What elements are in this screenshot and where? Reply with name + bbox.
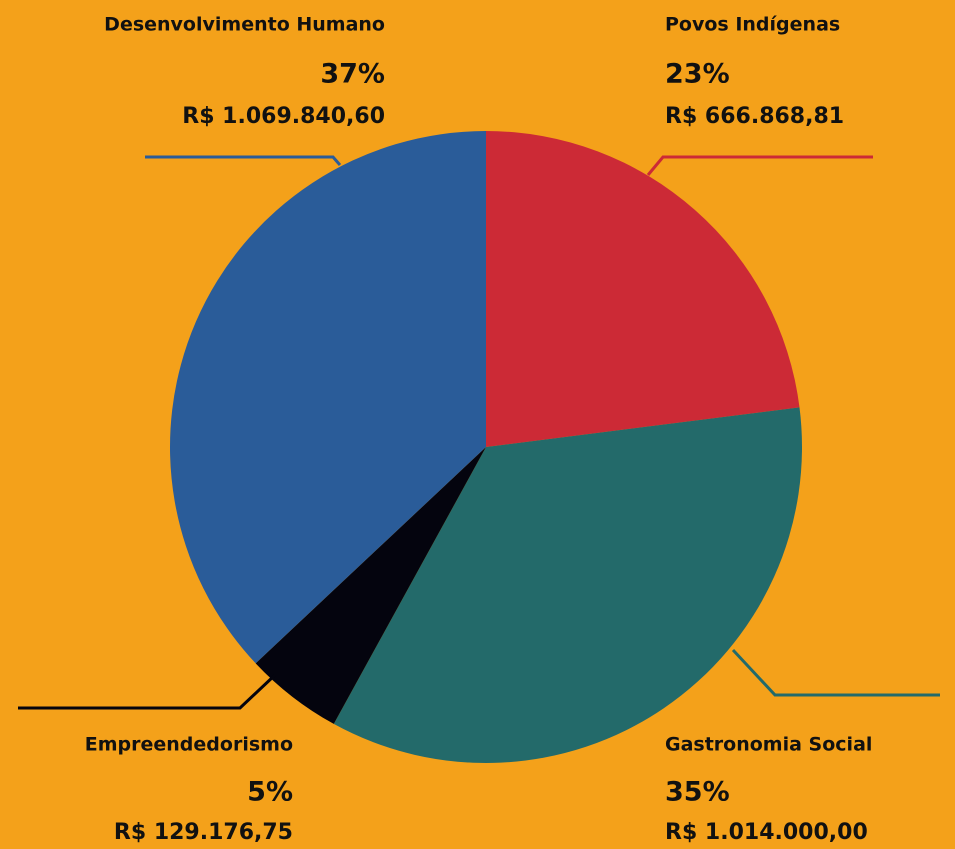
slice-percent: 23%	[665, 59, 730, 90]
pie-slice	[255, 447, 486, 724]
slice-name: Povos Indígenas	[665, 14, 840, 36]
slice-percent: 35%	[665, 777, 730, 808]
leader-line	[145, 155, 342, 166]
slice-percent: 5%	[247, 777, 293, 808]
slice-name: Gastronomia Social	[665, 734, 872, 756]
leader-line	[18, 673, 277, 710]
pie-slice	[333, 407, 802, 763]
pie-slice	[486, 131, 800, 447]
slice-amount: R$ 1.069.840,60	[182, 104, 385, 129]
leader-line	[731, 648, 940, 697]
slice-amount: R$ 1.014.000,00	[665, 820, 868, 845]
slice-name: Desenvolvimento Humano	[104, 14, 385, 36]
slice-amount: R$ 129.176,75	[114, 820, 293, 845]
leader-line	[646, 155, 873, 176]
slice-name: Empreendedorismo	[85, 734, 293, 756]
slice-amount: R$ 666.868,81	[665, 104, 844, 129]
pie-slice	[169, 131, 486, 664]
slice-percent: 37%	[320, 59, 385, 90]
